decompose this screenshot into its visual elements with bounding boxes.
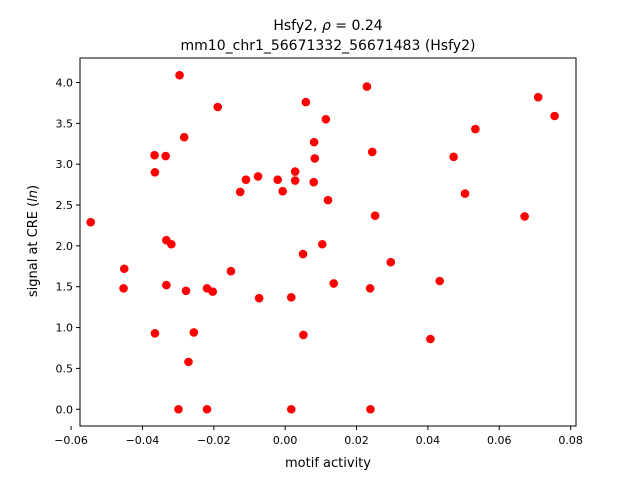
data-point: [150, 168, 160, 177]
chart-title-line1: Hsfy2, ρ = 0.24: [273, 18, 382, 34]
data-point: [235, 187, 245, 197]
data-point: [533, 92, 543, 102]
x-tick-label: 0.08: [558, 434, 583, 447]
data-point: [329, 279, 339, 288]
data-point: [119, 284, 128, 293]
y-tick-label: 4.0: [56, 77, 74, 90]
data-point: [181, 286, 191, 296]
y-tick-label: 0.0: [56, 403, 74, 416]
data-point: [370, 211, 380, 220]
data-point: [299, 330, 308, 340]
chart-title-line2: mm10_chr1_56671332_56671483 (Hsfy2): [181, 38, 476, 54]
x-axis: −0.06 −0.04 −0.02 0.00 0.02 0.04 0.06 0.08: [54, 426, 583, 447]
x-tick-label: −0.04: [126, 434, 160, 447]
data-point: [273, 175, 282, 185]
data-point: [175, 70, 184, 80]
x-tick-label: −0.02: [197, 434, 231, 447]
data-point: [202, 404, 212, 414]
data-point: [362, 82, 372, 91]
data-point: [298, 249, 308, 259]
data-point: [162, 280, 171, 290]
data-point: [323, 195, 333, 205]
x-tick-label: 0.00: [273, 434, 298, 447]
data-point: [286, 404, 296, 414]
x-tick-label: 0.02: [344, 434, 369, 447]
scatter-points: [86, 70, 559, 414]
data-point: [460, 189, 470, 198]
data-point: [150, 150, 159, 160]
data-point: [435, 276, 444, 286]
data-point: [86, 217, 96, 227]
data-point: [520, 212, 529, 221]
data-point: [309, 137, 319, 147]
data-point: [449, 152, 458, 162]
data-point: [254, 293, 264, 303]
y-tick-label: 0.5: [56, 362, 74, 375]
data-point: [184, 357, 193, 367]
data-point: [253, 172, 263, 181]
x-tick-label: −0.06: [54, 434, 88, 447]
y-tick-label: 3.0: [56, 158, 74, 171]
x-axis-label: motif activity: [285, 456, 371, 471]
data-point: [386, 257, 396, 267]
data-point: [317, 239, 327, 249]
data-point: [167, 239, 176, 249]
data-point: [550, 111, 559, 121]
data-point: [226, 266, 236, 276]
data-point: [208, 287, 218, 296]
data-point: [189, 328, 199, 337]
chart-title: Hsfy2, ρ = 0.24 mm10_chr1_56671332_56671…: [181, 18, 476, 54]
data-point: [213, 102, 223, 112]
y-tick-label: 1.0: [56, 322, 74, 335]
data-point: [471, 124, 480, 134]
y-axis-label: signal at CRE (ln): [26, 185, 41, 297]
y-tick-label: 1.5: [56, 281, 74, 294]
y-tick-label: 2.5: [56, 199, 74, 212]
data-point: [278, 186, 287, 196]
data-point: [286, 293, 296, 302]
data-point: [174, 404, 183, 414]
data-point: [367, 147, 377, 157]
data-point: [321, 114, 331, 124]
data-point: [366, 404, 375, 414]
data-point: [179, 132, 189, 142]
data-point: [290, 167, 300, 176]
plot-frame: [79, 57, 577, 427]
y-tick-label: 3.5: [56, 117, 74, 130]
data-point: [309, 177, 319, 187]
data-point: [426, 334, 435, 344]
y-tick-label: 2.0: [56, 240, 74, 253]
data-point: [241, 175, 251, 185]
x-tick-label: 0.04: [416, 434, 441, 447]
data-point: [119, 264, 129, 274]
data-point: [150, 328, 160, 338]
y-axis: 0.0 0.5 1.0 1.5 2.0 2.5 3.0 3.5 4.0: [56, 77, 80, 416]
data-point: [290, 176, 300, 185]
data-point: [161, 151, 170, 161]
data-point: [301, 97, 311, 107]
x-tick-label: 0.06: [487, 434, 512, 447]
data-point: [310, 154, 320, 163]
data-point: [365, 284, 375, 293]
